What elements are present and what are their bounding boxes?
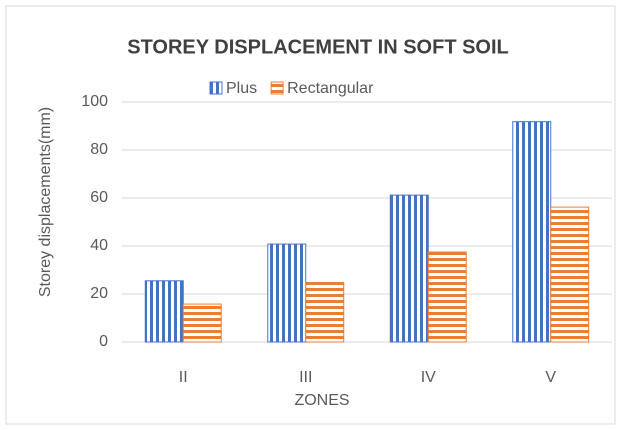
y-tick-label: 80 <box>90 141 108 158</box>
x-tick-label: III <box>299 369 312 386</box>
bar <box>389 194 429 343</box>
bar <box>305 281 345 343</box>
bar <box>427 251 467 343</box>
x-tick-label: II <box>179 369 188 386</box>
y-tick-label: 0 <box>99 333 108 350</box>
x-axis-title: ZONES <box>294 392 349 409</box>
y-tick-label: 60 <box>90 189 108 206</box>
x-tick-label: V <box>545 369 556 386</box>
legend-label: Plus <box>226 80 257 97</box>
y-axis-title: Storey displacements(mm) <box>37 107 54 297</box>
bar <box>512 121 552 343</box>
bar <box>144 280 184 343</box>
bar <box>550 206 590 343</box>
x-tick-label: IV <box>421 369 436 386</box>
bar <box>182 303 222 343</box>
legend-swatch <box>270 81 284 95</box>
legend-label: Rectangular <box>287 80 374 97</box>
y-tick-label: 40 <box>90 237 108 254</box>
bar <box>267 243 307 343</box>
legend-swatch <box>209 81 223 95</box>
y-tick-label: 100 <box>81 93 108 110</box>
y-tick-label: 20 <box>90 285 108 302</box>
chart-title: STOREY DISPLACEMENT IN SOFT SOIL <box>127 36 509 58</box>
